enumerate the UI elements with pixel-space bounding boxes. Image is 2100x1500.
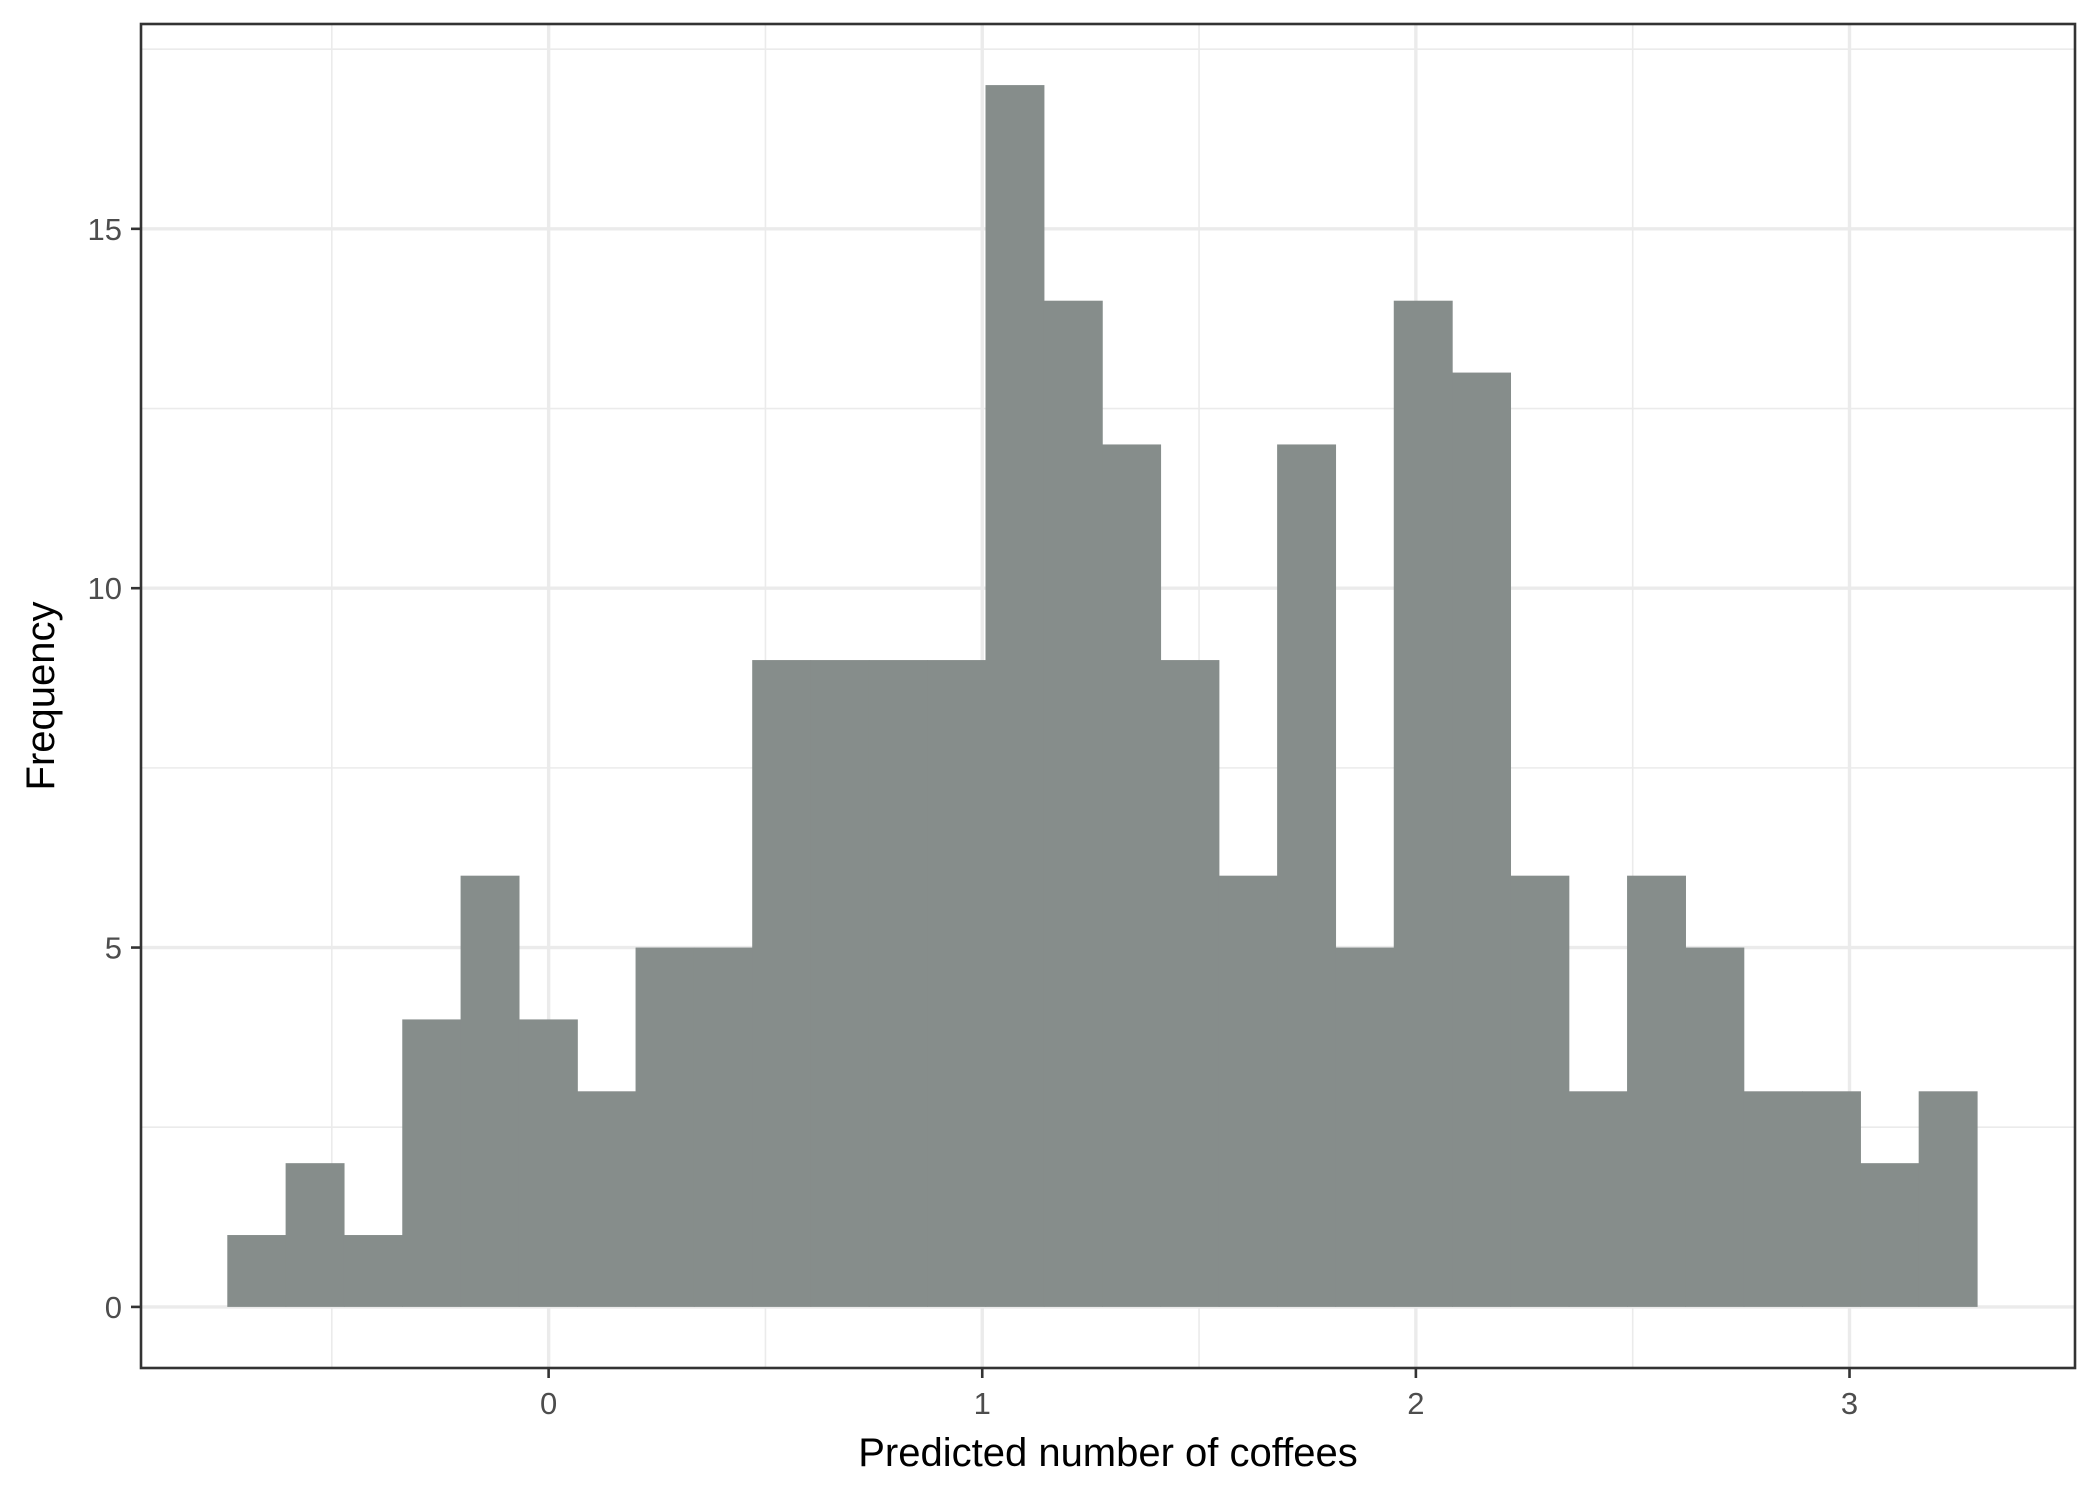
histogram-bar <box>1043 300 1103 1307</box>
panel-border <box>139 22 2077 1370</box>
histogram-bar <box>1918 1091 1978 1307</box>
histogram-bar <box>1452 372 1512 1307</box>
x-tick-label: 2 <box>1407 1386 1424 1421</box>
histogram-bar <box>1277 444 1337 1307</box>
x-tick-labels: 0 1 2 3 <box>540 1386 1858 1421</box>
histogram-bar <box>577 1091 637 1307</box>
histogram-bar <box>1335 947 1395 1307</box>
histogram-bar <box>1743 1091 1803 1307</box>
y-tick-label: 15 <box>88 212 122 247</box>
x-axis-title: Predicted number of coffees <box>858 1431 1358 1475</box>
histogram-bar <box>460 875 520 1307</box>
y-axis-title: Frequency <box>19 602 63 791</box>
histogram-bar <box>402 1019 462 1307</box>
histogram-bar <box>1160 660 1220 1307</box>
histogram-bar <box>343 1235 403 1307</box>
histogram-bar <box>518 1019 578 1307</box>
axis-ticks <box>131 227 1851 1378</box>
y-tick-label: 5 <box>105 931 122 966</box>
histogram-bar <box>1627 875 1686 1307</box>
histogram-bar <box>927 660 987 1307</box>
x-tick-label: 3 <box>1841 1386 1858 1421</box>
histogram-bar <box>1685 947 1745 1307</box>
y-tick-label: 10 <box>88 571 122 606</box>
histogram-bar <box>1393 300 1453 1307</box>
histogram-bar <box>1568 1091 1628 1307</box>
y-tick-labels: 0 5 10 15 <box>88 212 122 1325</box>
histogram-bar <box>1802 1091 1861 1307</box>
histogram-bar <box>1510 875 1570 1307</box>
histogram-bars <box>227 85 1978 1307</box>
y-tick-label: 0 <box>105 1290 122 1325</box>
histogram-bar <box>810 660 870 1307</box>
x-tick-label: 0 <box>540 1386 557 1421</box>
histogram-bar <box>1102 444 1162 1307</box>
histogram-bar <box>985 85 1045 1307</box>
histogram-bar <box>227 1235 287 1307</box>
histogram-bar <box>635 947 695 1307</box>
histogram-bar <box>1860 1163 1920 1307</box>
histogram-bar <box>1218 875 1278 1307</box>
histogram-bar <box>752 660 812 1307</box>
histogram-bar <box>868 660 928 1307</box>
histogram-bar <box>285 1163 345 1307</box>
x-tick-label: 1 <box>974 1386 991 1421</box>
histogram-bar <box>693 947 753 1307</box>
